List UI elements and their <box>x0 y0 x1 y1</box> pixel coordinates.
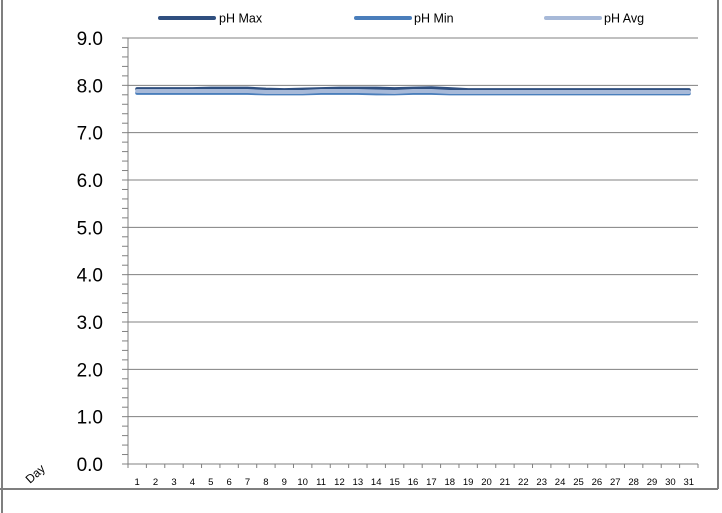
x-tick-label: 1 <box>135 477 140 488</box>
x-tick-label: 12 <box>334 477 345 488</box>
x-tick-label: 9 <box>282 477 287 488</box>
x-tick-label: 19 <box>463 477 474 488</box>
y-tick-label: 0.0 <box>77 455 103 476</box>
series-lines <box>135 86 691 96</box>
x-tick-label: 7 <box>245 477 250 488</box>
x-tick-label: 17 <box>426 477 437 488</box>
x-tick-label: 14 <box>371 477 382 488</box>
y-tick-label: 5.0 <box>77 218 103 239</box>
x-tick-label: 18 <box>444 477 455 488</box>
y-tick-label: 9.0 <box>77 29 103 50</box>
x-tick-label: 4 <box>190 477 195 488</box>
x-tick-label: 10 <box>297 477 308 488</box>
x-tick-label: 20 <box>481 477 492 488</box>
x-tick-label: 25 <box>573 477 584 488</box>
legend-label: pH Min <box>414 12 454 26</box>
y-tick-label: 1.0 <box>77 408 103 429</box>
legend-label: pH Max <box>219 12 263 26</box>
x-tick-label: 31 <box>684 477 695 488</box>
x-tick-label: 27 <box>610 477 621 488</box>
x-tick-label: 13 <box>353 477 364 488</box>
x-tick-label: 24 <box>555 477 566 488</box>
y-tick-label: 3.0 <box>77 313 103 334</box>
x-tick-label: 16 <box>408 477 419 488</box>
y-tick-label: 7.0 <box>77 124 103 145</box>
y-tick-labels: 0.0 1.0 2.0 3.0 4.0 5.0 6.0 7.0 8.0 9.0 <box>77 29 103 476</box>
gridlines <box>128 37 698 418</box>
series-line-ph-avg <box>135 89 691 94</box>
x-tick-label: 3 <box>171 477 176 488</box>
x-tick-label: 26 <box>592 477 603 488</box>
y-tick-label: 2.0 <box>77 360 103 381</box>
x-tick-label: 29 <box>647 477 658 488</box>
x-tick-label: 5 <box>208 477 213 488</box>
y-tick-label: 4.0 <box>77 266 103 287</box>
x-tick-label: 2 <box>153 477 158 488</box>
x-tick-label: 11 <box>316 477 326 488</box>
x-tick-labels: 1 2 3 4 5 6 7 8 9 10 11 12 13 14 15 16 17 18 19 20 21 22 23 24 2… <box>135 477 695 488</box>
x-tick-label: 28 <box>628 477 639 488</box>
x-tick-label: 21 <box>500 477 511 488</box>
legend-label: pH Avg <box>604 12 644 26</box>
x-tick-label: 22 <box>518 477 529 488</box>
x-tick-label: 23 <box>536 477 547 488</box>
x-tick-label: 6 <box>226 477 231 488</box>
legend: pH Max pH Min pH Avg <box>158 12 644 26</box>
x-tick-label: 15 <box>389 477 400 488</box>
x-tick-label: 30 <box>665 477 676 488</box>
y-tick-label: 8.0 <box>77 76 103 97</box>
x-tick-label: 8 <box>263 477 268 488</box>
axes <box>122 37 699 468</box>
y-tick-label: 6.0 <box>77 171 103 192</box>
